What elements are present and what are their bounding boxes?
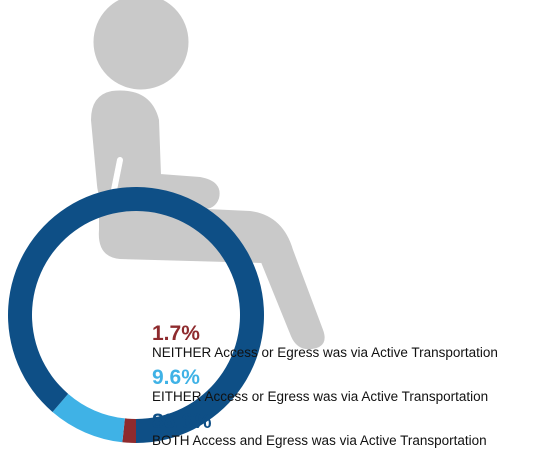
category-label: NEITHER Access or Egress was via Active … (152, 345, 498, 360)
torso (91, 90, 220, 211)
category-label: EITHER Access or Egress was via Active T… (152, 389, 488, 404)
value-label: 9.6% (152, 366, 200, 389)
value-label: 1.7% (152, 322, 200, 345)
legs (98, 204, 325, 350)
wheelchair-figure (91, 0, 325, 350)
head (93, 0, 189, 90)
value-label: 88.6% (152, 410, 212, 433)
slice (52, 393, 125, 443)
category-label: BOTH Access and Egress was via Active Tr… (152, 433, 487, 448)
slice (122, 418, 136, 443)
